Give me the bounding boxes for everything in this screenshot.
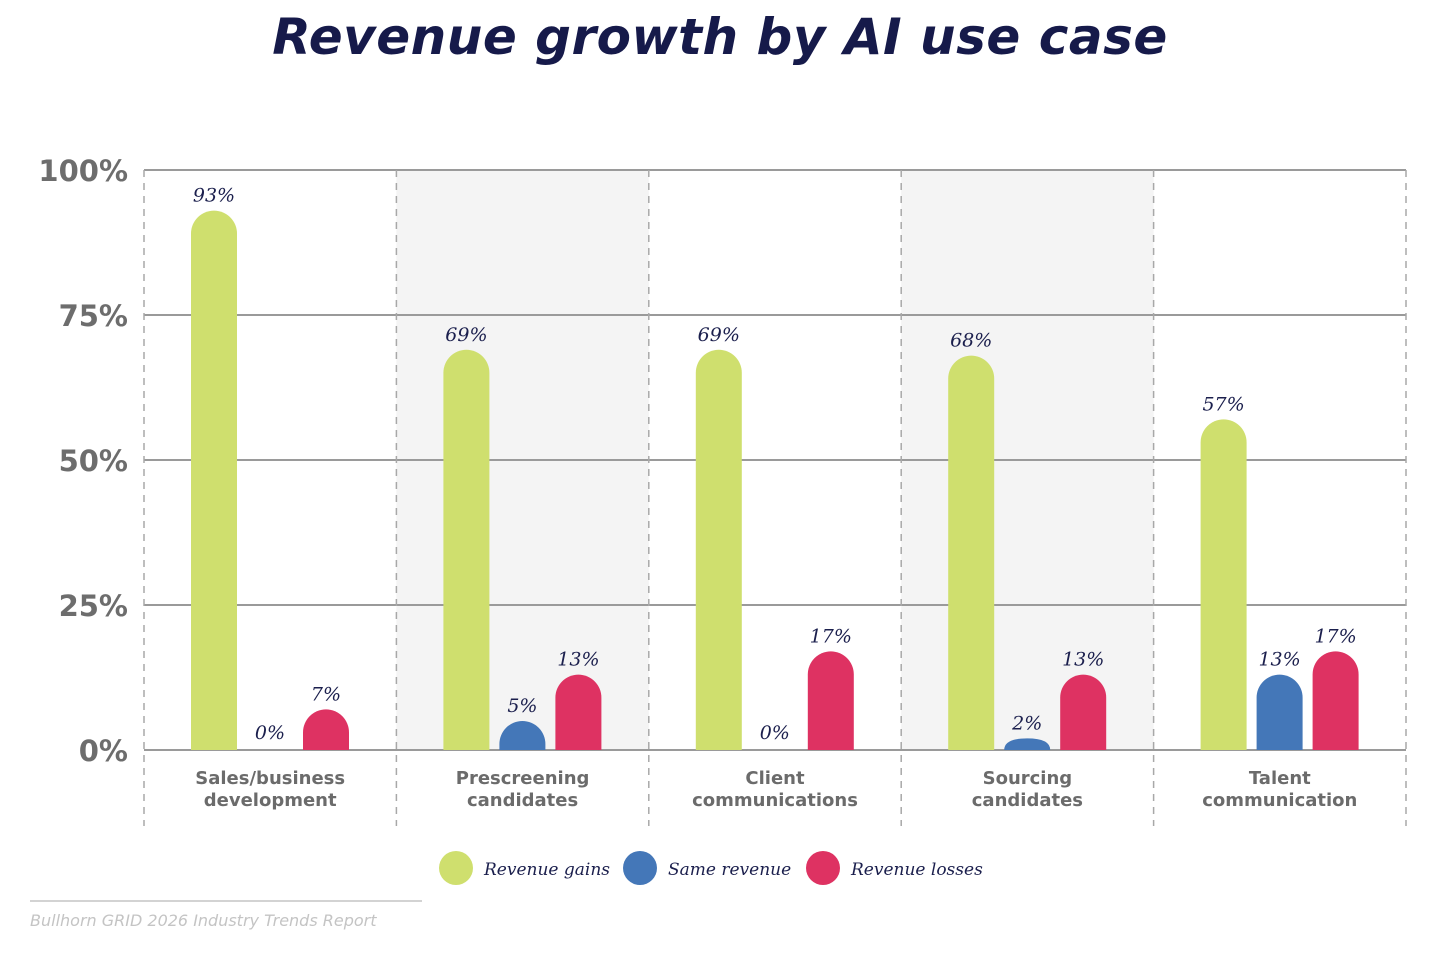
- source-note: Bullhorn GRID 2026 Industry Trends Repor…: [30, 911, 377, 930]
- category-label: Client: [745, 768, 805, 789]
- data-label: 2%: [1011, 712, 1042, 734]
- data-label: 17%: [810, 625, 852, 647]
- y-tick-label: 50%: [59, 444, 128, 478]
- bar-revenue-losses: [1060, 674, 1107, 750]
- legend-label: Revenue gains: [483, 860, 610, 880]
- bar-revenue-gains: [191, 210, 237, 751]
- legend-swatch: [806, 851, 840, 885]
- data-label: 69%: [445, 324, 487, 346]
- y-tick-label: 0%: [79, 734, 128, 768]
- bar-revenue-losses: [1312, 651, 1359, 750]
- bar-same-revenue: [1256, 674, 1303, 750]
- category-label: Sourcing: [983, 768, 1073, 789]
- data-label: 17%: [1314, 625, 1356, 647]
- bar-same-revenue: [1004, 738, 1051, 750]
- data-label: 0%: [255, 722, 285, 744]
- bar-same-revenue: [499, 720, 546, 750]
- bar-chart: 0% 25% 50% 75% 100% 93% 69% 69% 68% 57% 0% 5% 0% 2% 13…: [38, 154, 1407, 885]
- chart-title: Revenue growth by AI use case: [272, 8, 1168, 66]
- category-label: Talent: [1249, 768, 1311, 789]
- y-tick-label: 25%: [59, 589, 128, 623]
- data-label: 0%: [760, 722, 790, 744]
- legend-label: Same revenue: [668, 860, 791, 880]
- data-label: 13%: [1062, 649, 1104, 671]
- bar-revenue-gains: [695, 349, 742, 750]
- category-label: communication: [1202, 790, 1357, 811]
- category-label: candidates: [972, 790, 1083, 811]
- bar-revenue-losses: [807, 651, 854, 750]
- data-label: 13%: [1258, 649, 1300, 671]
- legend-swatch: [623, 851, 657, 885]
- data-label: 68%: [950, 330, 992, 352]
- data-label: 69%: [698, 324, 740, 346]
- data-label: 7%: [311, 683, 341, 705]
- data-label: 5%: [507, 695, 537, 717]
- y-tick-label: 100%: [38, 154, 128, 188]
- category-label: Prescreening: [456, 768, 590, 789]
- bar-revenue-losses: [555, 674, 602, 750]
- legend-label: Revenue losses: [850, 860, 983, 880]
- legend-swatch: [439, 851, 473, 885]
- data-label: 13%: [557, 649, 599, 671]
- category-label: Sales/business: [195, 768, 345, 789]
- bar-revenue-losses: [303, 709, 349, 750]
- category-label: communications: [692, 790, 858, 811]
- data-label: 93%: [193, 185, 235, 207]
- data-label: 57%: [1202, 393, 1244, 415]
- category-label: development: [204, 790, 337, 811]
- category-label: candidates: [467, 790, 578, 811]
- bar-revenue-gains: [443, 349, 490, 750]
- source-divider: [30, 900, 422, 902]
- bar-revenue-gains: [948, 355, 995, 750]
- y-tick-label: 75%: [59, 299, 128, 333]
- bar-revenue-gains: [1200, 419, 1247, 750]
